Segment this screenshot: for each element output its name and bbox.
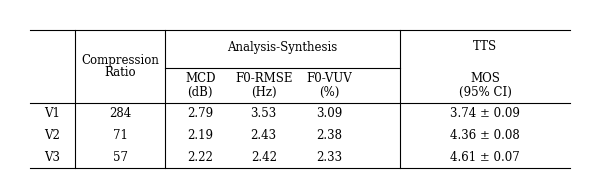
Text: TTS: TTS — [473, 40, 497, 53]
Text: Analysis-Synthesis: Analysis-Synthesis — [227, 40, 338, 53]
Text: 284: 284 — [109, 107, 131, 120]
Text: F0-RMSE: F0-RMSE — [235, 72, 292, 85]
Text: 71: 71 — [113, 129, 127, 142]
Text: Ratio: Ratio — [104, 66, 136, 79]
Text: 2.22: 2.22 — [187, 151, 213, 164]
Text: V3: V3 — [44, 151, 61, 164]
Text: (dB): (dB) — [187, 86, 213, 99]
Text: 57: 57 — [113, 151, 128, 164]
Text: 2.79: 2.79 — [187, 107, 214, 120]
Text: F0-VUV: F0-VUV — [307, 72, 352, 85]
Text: 2.19: 2.19 — [187, 129, 213, 142]
Text: MOS: MOS — [470, 72, 500, 85]
Text: 3.09: 3.09 — [316, 107, 343, 120]
Text: (%): (%) — [319, 86, 340, 99]
Text: 3.53: 3.53 — [251, 107, 277, 120]
Text: 2.33: 2.33 — [316, 151, 343, 164]
Text: 2.43: 2.43 — [251, 129, 277, 142]
Text: (Hz): (Hz) — [251, 86, 277, 99]
Text: Compression: Compression — [81, 54, 159, 67]
Text: 2.42: 2.42 — [251, 151, 277, 164]
Text: 4.36 ± 0.08: 4.36 ± 0.08 — [450, 129, 520, 142]
Text: 4.61 ± 0.07: 4.61 ± 0.07 — [450, 151, 520, 164]
Text: V2: V2 — [44, 129, 61, 142]
Text: (95% CI): (95% CI) — [458, 86, 511, 99]
Text: 3.74 ± 0.09: 3.74 ± 0.09 — [450, 107, 520, 120]
Text: V1: V1 — [44, 107, 61, 120]
Text: MCD: MCD — [185, 72, 215, 85]
Text: 2.38: 2.38 — [317, 129, 343, 142]
